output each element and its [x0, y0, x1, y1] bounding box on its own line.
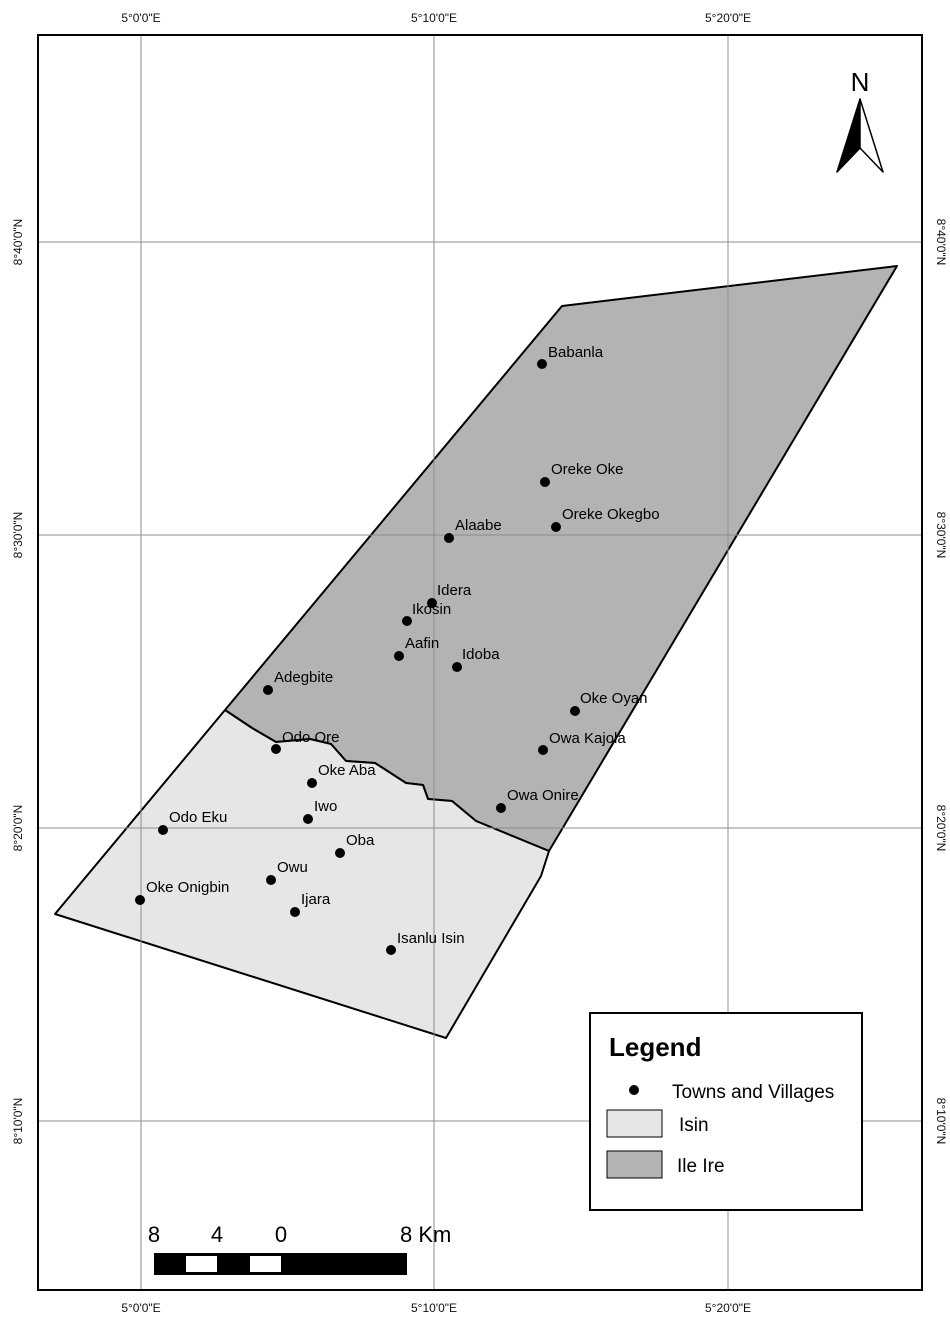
lat-label-left: 8°30'0"N	[11, 512, 25, 559]
town-label: Idoba	[462, 646, 500, 663]
scale-label: 4	[211, 1222, 223, 1247]
town-label: Ijara	[301, 891, 331, 908]
town-label: Owu	[277, 859, 308, 876]
town-label: Oreke Oke	[551, 461, 624, 478]
town-label: Owa Kajola	[549, 730, 626, 747]
regions	[54, 265, 898, 1039]
town-label: Idera	[437, 582, 472, 599]
town-label: Owa Onire	[507, 787, 579, 804]
town-label: Odo Ore	[282, 729, 340, 746]
town-marker	[444, 533, 454, 543]
town-label: Oke Aba	[318, 762, 376, 779]
scale-label: 8 Km	[400, 1222, 451, 1247]
town-label: Iwo	[314, 798, 337, 815]
town-label: Aafin	[405, 635, 439, 652]
lon-label-top: 5°10'0"E	[411, 11, 457, 25]
town-marker	[538, 745, 548, 755]
lon-label-bottom: 5°20'0"E	[705, 1301, 751, 1315]
scale-label: 8	[148, 1222, 160, 1247]
lon-label-top: 5°20'0"E	[705, 11, 751, 25]
legend-title: Legend	[609, 1032, 701, 1062]
region-isin	[54, 709, 550, 1039]
town-label: Babanla	[548, 344, 604, 361]
town-marker	[266, 875, 276, 885]
town-marker	[570, 706, 580, 716]
town-label: Adegbite	[274, 669, 333, 686]
town-marker	[135, 895, 145, 905]
town-label: Oreke Okegbo	[562, 506, 660, 523]
town-label: Oke Oyan	[580, 690, 648, 707]
town-marker	[540, 477, 550, 487]
north-arrow-right-half	[859, 98, 884, 173]
legend-point-symbol	[629, 1085, 639, 1095]
legend-swatch-ile-ire	[606, 1150, 663, 1179]
lon-label-bottom: 5°10'0"E	[411, 1301, 457, 1315]
legend-label-isin: Isin	[679, 1115, 709, 1136]
lat-label-left: 8°20'0"N	[11, 805, 25, 852]
lat-label-right: 8°20'0"N	[934, 805, 948, 852]
town-marker	[427, 598, 437, 608]
lat-label-left: 8°40'0"N	[11, 219, 25, 266]
town-label: Alaabe	[455, 517, 502, 534]
town-label: Odo Eku	[169, 809, 227, 826]
town-label: Oba	[346, 832, 375, 849]
town-label: Isanlu Isin	[397, 930, 465, 947]
lon-label-bottom: 5°0'0"E	[121, 1301, 160, 1315]
town-marker	[551, 522, 561, 532]
lat-label-right: 8°40'0"N	[934, 219, 948, 266]
town-marker	[290, 907, 300, 917]
town-marker	[452, 662, 462, 672]
lat-label-left: 8°10'0"N	[11, 1098, 25, 1145]
town-label: Oke Onigbin	[146, 879, 229, 896]
town-marker	[307, 778, 317, 788]
town-marker	[271, 744, 281, 754]
graticule-labels: 5°0'0"E 5°10'0"E 5°20'0"E 5°0'0"E 5°10'0…	[11, 11, 948, 1315]
lat-label-right: 8°30'0"N	[934, 512, 948, 559]
town-marker	[537, 359, 547, 369]
legend-swatch-isin	[606, 1109, 663, 1138]
north-arrow: N	[836, 67, 884, 173]
scale-label: 0	[275, 1222, 287, 1247]
town-marker	[303, 814, 313, 824]
town-marker	[394, 651, 404, 661]
legend-label-ile-ire: Ile Ire	[677, 1156, 725, 1177]
town-marker	[158, 825, 168, 835]
town-marker	[386, 945, 396, 955]
town-marker	[335, 848, 345, 858]
towns: Babanla Oreke Oke Oreke Okegbo Alaabe Id…	[135, 344, 660, 955]
town-label: Ikosin	[412, 601, 451, 618]
scale-bar: 8 4 0 8 Km	[148, 1222, 451, 1275]
north-arrow-label: N	[851, 67, 870, 97]
town-marker	[496, 803, 506, 813]
scale-bar-segment	[186, 1256, 217, 1272]
lon-label-top: 5°0'0"E	[121, 11, 160, 25]
legend-label-towns: Towns and Villages	[672, 1082, 834, 1103]
town-marker	[263, 685, 273, 695]
scale-bar-segment	[250, 1256, 281, 1272]
town-marker	[402, 616, 412, 626]
legend: Legend Towns and Villages Isin Ile Ire	[589, 1012, 863, 1211]
map-frame	[37, 34, 923, 1291]
lat-label-right: 8°10'0"N	[934, 1098, 948, 1145]
